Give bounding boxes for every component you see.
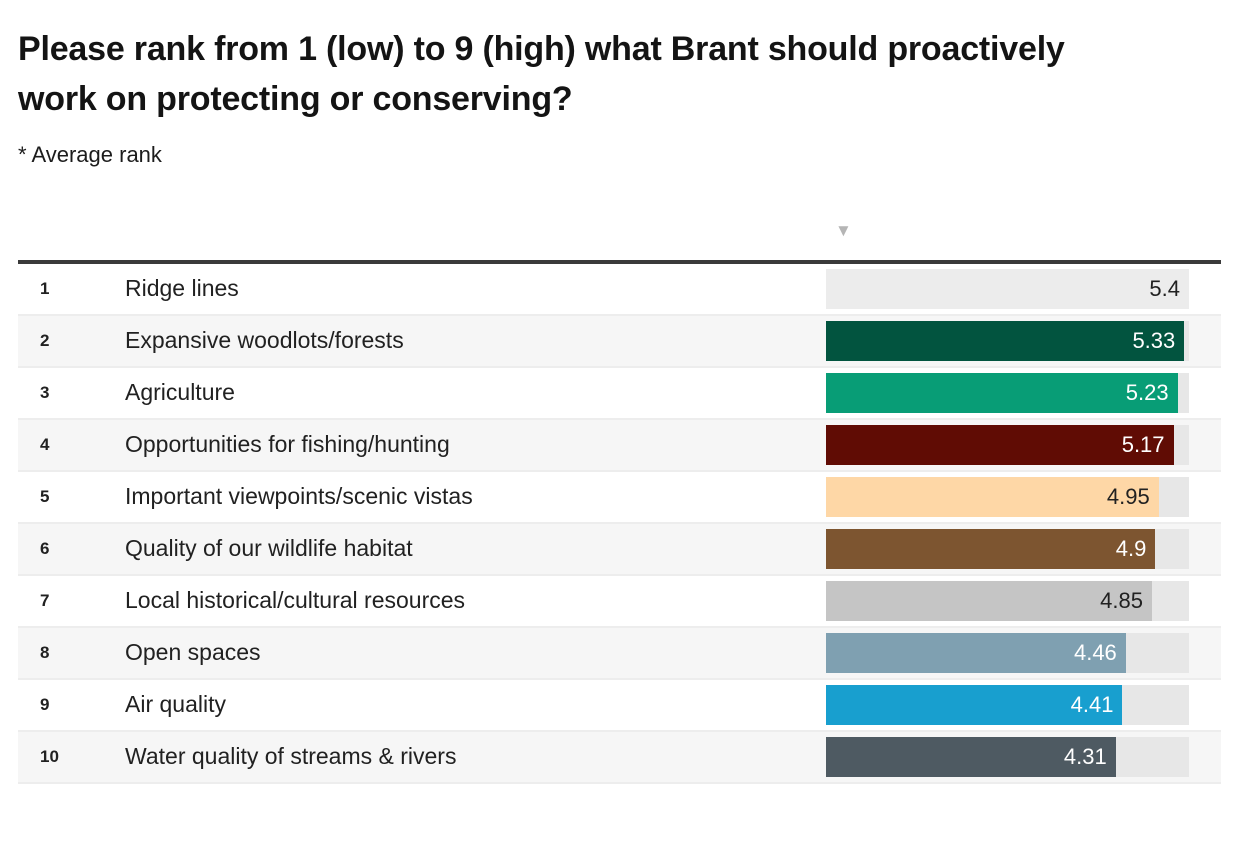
bar-fill: 5.4 bbox=[826, 268, 1189, 309]
bar-value: 5.4 bbox=[1149, 275, 1180, 301]
bar-value: 5.23 bbox=[1125, 379, 1169, 405]
rank-cell: 8 bbox=[40, 642, 50, 662]
table-row: 5 Important viewpoints/scenic vistas 4.95 bbox=[18, 471, 1221, 524]
table-row: 4 Opportunities for fishing/hunting 5.17 bbox=[18, 419, 1221, 472]
table-row: 9 Air quality 4.41 bbox=[18, 679, 1221, 732]
bar-fill: 5.33 bbox=[826, 320, 1185, 361]
rank-cell: 1 bbox=[40, 278, 50, 298]
rank-cell: 4 bbox=[40, 434, 50, 454]
bar-track: 4.85 bbox=[826, 580, 1189, 621]
average-rank-note: * Average rank bbox=[18, 141, 162, 167]
category-label: Air quality bbox=[125, 691, 226, 718]
bar-fill: 4.9 bbox=[826, 528, 1156, 569]
category-label: Local historical/cultural resources bbox=[125, 587, 466, 614]
table-row: 10 Water quality of streams & rivers 4.31 bbox=[18, 731, 1221, 784]
bar-track: 5.4 bbox=[826, 268, 1189, 309]
bar-value: 5.33 bbox=[1132, 327, 1176, 353]
table-row: 3 Agriculture 5.23 bbox=[18, 367, 1221, 420]
bar-value: 4.85 bbox=[1100, 587, 1143, 613]
ranking-table: 1 Ridge lines 5.4 2 Expansive woodlots/fores… bbox=[18, 259, 1221, 784]
bar-value: 4.31 bbox=[1063, 743, 1107, 769]
bar-value: 4.9 bbox=[1115, 535, 1147, 561]
page-title: Please rank from 1 (low) to 9 (high) wha… bbox=[18, 30, 1065, 118]
category-label: Opportunities for fishing/hunting bbox=[125, 431, 450, 458]
rank-cell: 7 bbox=[40, 590, 50, 610]
table-row: 1 Ridge lines 5.4 bbox=[18, 263, 1221, 316]
sort-indicator-row: ▼ bbox=[18, 196, 1221, 260]
category-label: Ridge lines bbox=[125, 275, 239, 302]
bar-track: 5.17 bbox=[826, 424, 1189, 465]
rank-cell: 6 bbox=[40, 538, 50, 558]
bar-track: 5.33 bbox=[826, 320, 1189, 361]
bar-fill: 5.23 bbox=[826, 372, 1178, 413]
bar-value: 4.41 bbox=[1070, 691, 1114, 717]
bar-fill: 5.17 bbox=[826, 424, 1174, 465]
bar-fill: 4.31 bbox=[826, 736, 1116, 777]
rank-cell: 10 bbox=[40, 746, 59, 766]
bar-value: 4.95 bbox=[1106, 483, 1150, 509]
table-row: 7 Local historical/cultural resources 4.85 bbox=[18, 575, 1221, 628]
bar-value: 5.17 bbox=[1121, 431, 1165, 457]
bar-track: 4.46 bbox=[826, 632, 1189, 673]
category-label: Agriculture bbox=[125, 379, 235, 406]
rank-cell: 3 bbox=[40, 382, 50, 402]
ranking-table-body: 1 Ridge lines 5.4 2 Expansive woodlots/fores… bbox=[18, 263, 1221, 784]
bar-fill: 4.46 bbox=[826, 632, 1126, 673]
bar-track: 4.9 bbox=[826, 528, 1189, 569]
bar-fill: 4.85 bbox=[826, 580, 1152, 621]
category-label: Water quality of streams & rivers bbox=[125, 743, 457, 770]
bar-track: 5.23 bbox=[826, 372, 1189, 413]
rank-cell: 5 bbox=[40, 486, 50, 506]
bar-fill: 4.41 bbox=[826, 684, 1123, 725]
category-label: Quality of our wildlife habitat bbox=[125, 535, 413, 562]
bar-fill: 4.95 bbox=[826, 476, 1159, 517]
category-label: Expansive woodlots/forests bbox=[125, 327, 404, 354]
table-row: 6 Quality of our wildlife habitat 4.9 bbox=[18, 523, 1221, 576]
table-row: 8 Open spaces 4.46 bbox=[18, 627, 1221, 680]
table-row: 2 Expansive woodlots/forests 5.33 bbox=[18, 315, 1221, 368]
rank-cell: 9 bbox=[40, 694, 50, 714]
bar-track: 4.31 bbox=[826, 736, 1189, 777]
category-label: Important viewpoints/scenic vistas bbox=[125, 483, 473, 510]
bar-track: 4.95 bbox=[826, 476, 1189, 517]
rank-cell: 2 bbox=[40, 330, 50, 350]
bar-value: 4.46 bbox=[1073, 639, 1117, 665]
bar-track: 4.41 bbox=[826, 684, 1189, 725]
sort-descending-icon[interactable]: ▼ bbox=[835, 220, 852, 240]
survey-ranking-chart: Please rank from 1 (low) to 9 (high) wha… bbox=[0, 25, 1240, 784]
category-label: Open spaces bbox=[125, 639, 261, 666]
